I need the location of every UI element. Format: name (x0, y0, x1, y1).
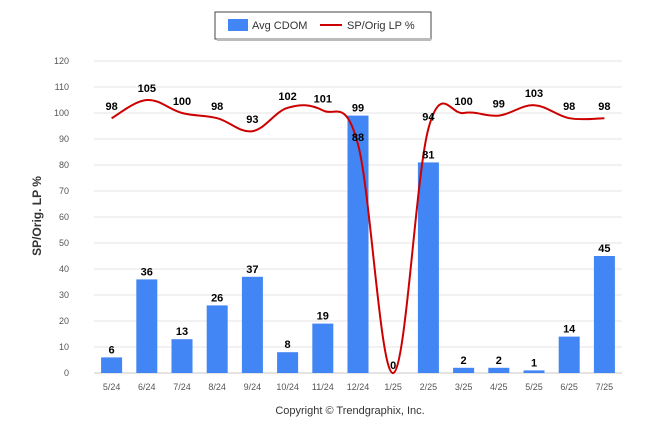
bar-value-label: 36 (141, 266, 153, 278)
bar (312, 323, 334, 373)
y-tick-label: 80 (59, 160, 69, 170)
y-tick-label: 10 (59, 342, 69, 352)
line-value-label: 100 (454, 96, 472, 108)
x-tick-label: 10/24 (276, 382, 299, 392)
bar-labels: 6 36 13 26 37 8 19 99 81 2 2 1 14 45 (109, 103, 611, 370)
bar (417, 162, 439, 373)
y-tick-label: 50 (59, 238, 69, 248)
x-tick-label: 6/25 (560, 382, 578, 392)
bar (558, 336, 580, 373)
line-path (111, 98, 605, 375)
line-value-label: 98 (563, 101, 575, 113)
line-value-label: 93 (246, 114, 258, 126)
y-tick-label: 0 (64, 368, 69, 378)
legend-shadow (217, 38, 431, 41)
y-tick-label: 110 (55, 82, 69, 92)
bar (206, 305, 228, 373)
y-tick-label: 40 (59, 264, 69, 274)
x-tick-label: 7/24 (173, 382, 191, 392)
bar (241, 276, 263, 373)
line-value-label: 100 (173, 96, 191, 108)
line-value-label: 103 (525, 88, 543, 100)
bar-value-label: 37 (246, 264, 258, 276)
legend-swatch-bar (228, 19, 248, 31)
bar (277, 352, 299, 373)
x-tick-label: 12/24 (347, 382, 370, 392)
bar (171, 339, 193, 373)
x-tick-label: 5/24 (103, 382, 121, 392)
line-value-label: 102 (278, 91, 296, 103)
x-tick-label: 3/25 (455, 382, 473, 392)
x-tick-label: 11/24 (312, 382, 334, 392)
legend-label-line: SP/Orig LP % (347, 20, 415, 32)
y-tick-label: 100 (54, 108, 69, 118)
bar-value-label: 6 (109, 344, 115, 356)
bar (488, 367, 510, 373)
x-axis-ticks: 5/24 6/24 7/24 8/24 9/24 10/24 11/24 12/24 1/25 2… (103, 382, 613, 392)
bar-value-label: 81 (422, 149, 434, 161)
bar-value-label: 14 (563, 324, 576, 336)
bar-value-label: 2 (496, 355, 502, 367)
line-value-label: 98 (211, 101, 223, 113)
y-tick-label: 70 (59, 186, 69, 196)
legend: Avg CDOM SP/Orig LP % (214, 11, 432, 41)
bar-value-label: 19 (317, 311, 329, 323)
bar (453, 367, 475, 373)
y-tick-label: 60 (59, 212, 69, 222)
bar-value-label: 1 (531, 357, 537, 369)
line-value-label: 0 (390, 360, 396, 372)
y-tick-label: 90 (59, 134, 69, 144)
line-value-label: 99 (493, 99, 505, 111)
bars (101, 115, 615, 373)
x-tick-label: 5/25 (525, 382, 543, 392)
y-tick-label: 30 (59, 290, 69, 300)
x-tick-label: 4/25 (490, 382, 508, 392)
x-tick-label: 9/24 (244, 382, 262, 392)
line-value-label: 88 (352, 132, 364, 144)
y-axis-ticks: 0 10 20 30 40 50 60 70 80 90 100 110 120 (54, 56, 69, 378)
bar-value-label: 45 (598, 243, 610, 255)
legend-label-bar: Avg CDOM (252, 20, 307, 32)
line-value-label: 98 (105, 101, 117, 113)
line-value-label: 105 (138, 83, 156, 95)
line-labels: 98 105 100 98 93 102 101 88 0 94 100 99 103 98 98 (105, 83, 610, 372)
bar (136, 279, 158, 373)
bar (593, 256, 615, 373)
line-value-label: 101 (314, 93, 332, 105)
bar-value-label: 99 (352, 103, 364, 115)
line-value-label: 98 (598, 101, 610, 113)
bar-value-label: 8 (285, 339, 291, 351)
x-tick-label: 8/24 (208, 382, 226, 392)
x-tick-label: 1/25 (384, 382, 402, 392)
bar (523, 370, 545, 373)
x-tick-label: 2/25 (420, 382, 438, 392)
x-tick-label: 6/24 (138, 382, 156, 392)
bar-value-label: 26 (211, 292, 223, 304)
bar-value-label: 2 (461, 355, 467, 367)
bar (347, 115, 369, 373)
copyright-text: Copyright © Trendgraphix, Inc. (275, 405, 424, 417)
y-tick-label: 120 (54, 56, 69, 66)
x-tick-label: 7/25 (596, 382, 614, 392)
bar (101, 357, 123, 373)
line-series (111, 98, 605, 375)
bar-value-label: 13 (176, 326, 188, 338)
y-tick-label: 20 (59, 316, 69, 326)
line-value-label: 94 (422, 112, 435, 124)
y-axis-label: SP/Orig. LP % (30, 176, 44, 256)
